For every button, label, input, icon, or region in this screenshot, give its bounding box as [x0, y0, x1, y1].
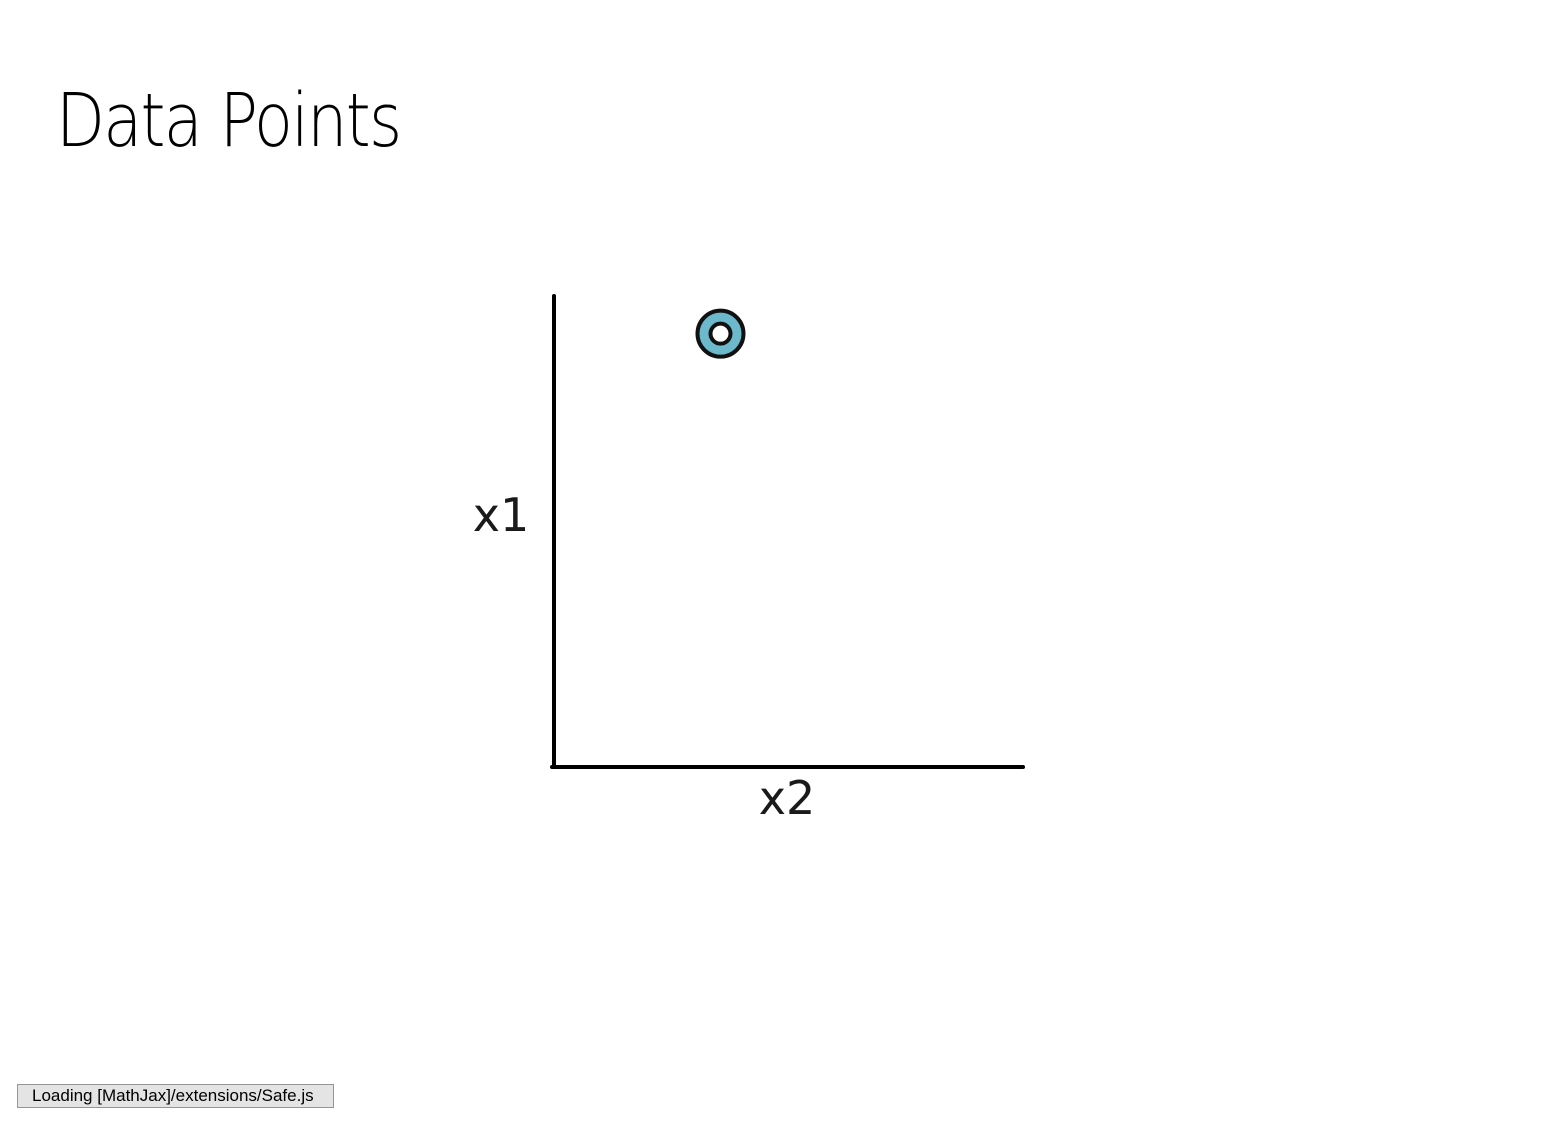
mathjax-status-message: Loading [MathJax]/extensions/Safe.js	[17, 1084, 334, 1108]
data-points	[695, 308, 746, 359]
data-point-center	[708, 321, 733, 346]
slide-title: Data Points	[56, 78, 402, 164]
y-axis-label: x1	[473, 488, 530, 542]
data-point	[695, 308, 746, 359]
x-axis-label: x2	[759, 771, 816, 825]
